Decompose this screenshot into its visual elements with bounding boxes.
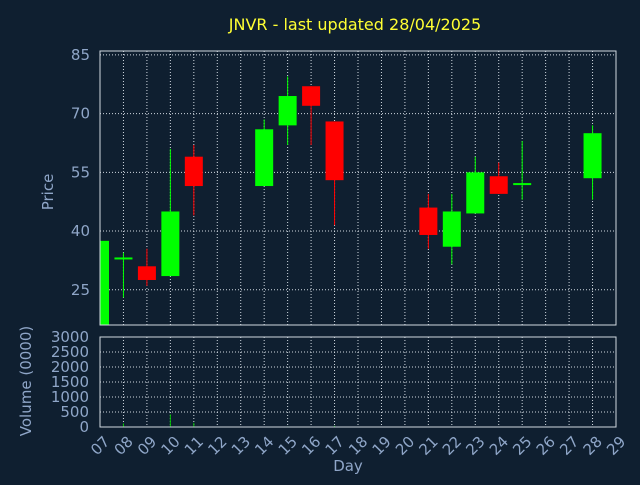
day-tick-label: 22 <box>439 433 465 459</box>
price-tick-label: 55 <box>71 163 90 181</box>
candle-body <box>137 266 156 280</box>
candle <box>583 125 602 200</box>
chart-title: JNVR - last updated 28/04/2025 <box>228 15 481 34</box>
day-tick-label: 16 <box>298 433 324 459</box>
candle-body <box>583 133 602 179</box>
day-tick-label: 18 <box>345 433 371 459</box>
day-tick-label: 11 <box>181 433 207 459</box>
price-grid <box>99 51 617 325</box>
volume-tick-label: 0 <box>79 418 89 436</box>
day-tick-label: 19 <box>369 433 395 459</box>
candle <box>114 252 133 298</box>
candle <box>419 193 438 249</box>
candle-body <box>489 176 508 194</box>
candle-body <box>100 240 109 325</box>
day-tick-label: 27 <box>556 433 582 459</box>
candle-body <box>184 156 203 187</box>
price-tick-label: 40 <box>71 222 90 240</box>
candle <box>137 248 156 286</box>
volume-tick-label: 2500 <box>51 343 89 361</box>
plot-frames <box>99 50 617 428</box>
day-tick-label: 15 <box>275 433 301 459</box>
candle <box>99 238 109 325</box>
candle-body <box>161 211 180 277</box>
candle <box>442 193 461 265</box>
candle-body <box>442 211 461 247</box>
volume-bars-layer <box>99 414 594 427</box>
day-tick-label: 09 <box>134 433 160 459</box>
day-tick-label: 13 <box>228 433 254 459</box>
volume-tick-label: 1000 <box>51 388 89 406</box>
day-axis-label: Day <box>333 457 363 475</box>
day-tick-label: 25 <box>509 433 535 459</box>
candle-body <box>114 257 133 260</box>
day-tick-label: 07 <box>87 433 113 459</box>
candle <box>513 141 532 200</box>
day-tick-label: 20 <box>392 433 418 459</box>
day-tick-label: 24 <box>486 433 512 459</box>
candle <box>255 119 274 187</box>
candle-body <box>325 121 344 181</box>
day-tick-label: 23 <box>462 433 488 459</box>
day-tick-labels: 0708091011121314151617181920212223242526… <box>87 433 629 459</box>
price-axis-label: Price <box>39 174 57 211</box>
volume-axis-label: Volume (0000) <box>17 326 35 436</box>
price-tick-label: 70 <box>71 105 90 123</box>
day-tick-label: 08 <box>111 433 137 459</box>
day-tick-label: 12 <box>204 433 230 459</box>
volume-tick-label: 500 <box>60 403 89 421</box>
candle-body <box>419 207 438 235</box>
day-tick-label: 28 <box>580 433 606 459</box>
day-tick-label: 17 <box>322 433 348 459</box>
candle <box>184 144 203 216</box>
candle <box>302 86 321 145</box>
price-tick-labels: 25 40 55 70 85 <box>71 46 90 299</box>
volume-tick-label: 1500 <box>51 373 89 391</box>
candle <box>161 148 180 277</box>
volume-plot-frame <box>99 336 617 428</box>
day-tick-label: 21 <box>415 433 441 459</box>
candle <box>325 121 344 226</box>
candle-body <box>466 172 485 214</box>
candle-body <box>513 183 532 186</box>
day-tick-label: 26 <box>533 433 559 459</box>
candle-body <box>302 86 321 106</box>
volume-grid <box>99 336 617 428</box>
day-tick-label: 29 <box>603 433 629 459</box>
candle <box>489 162 508 194</box>
candle-body <box>255 129 274 187</box>
day-tick-label: 14 <box>251 433 277 459</box>
price-tick-label: 25 <box>71 281 90 299</box>
volume-tick-label: 2000 <box>51 358 89 376</box>
candle <box>466 156 485 214</box>
price-tick-label: 85 <box>71 46 90 64</box>
day-tick-label: 10 <box>157 433 183 459</box>
candle <box>278 76 297 145</box>
candle-body <box>278 96 297 126</box>
volume-tick-label: 3000 <box>51 328 89 346</box>
price-plot-frame <box>99 50 617 326</box>
